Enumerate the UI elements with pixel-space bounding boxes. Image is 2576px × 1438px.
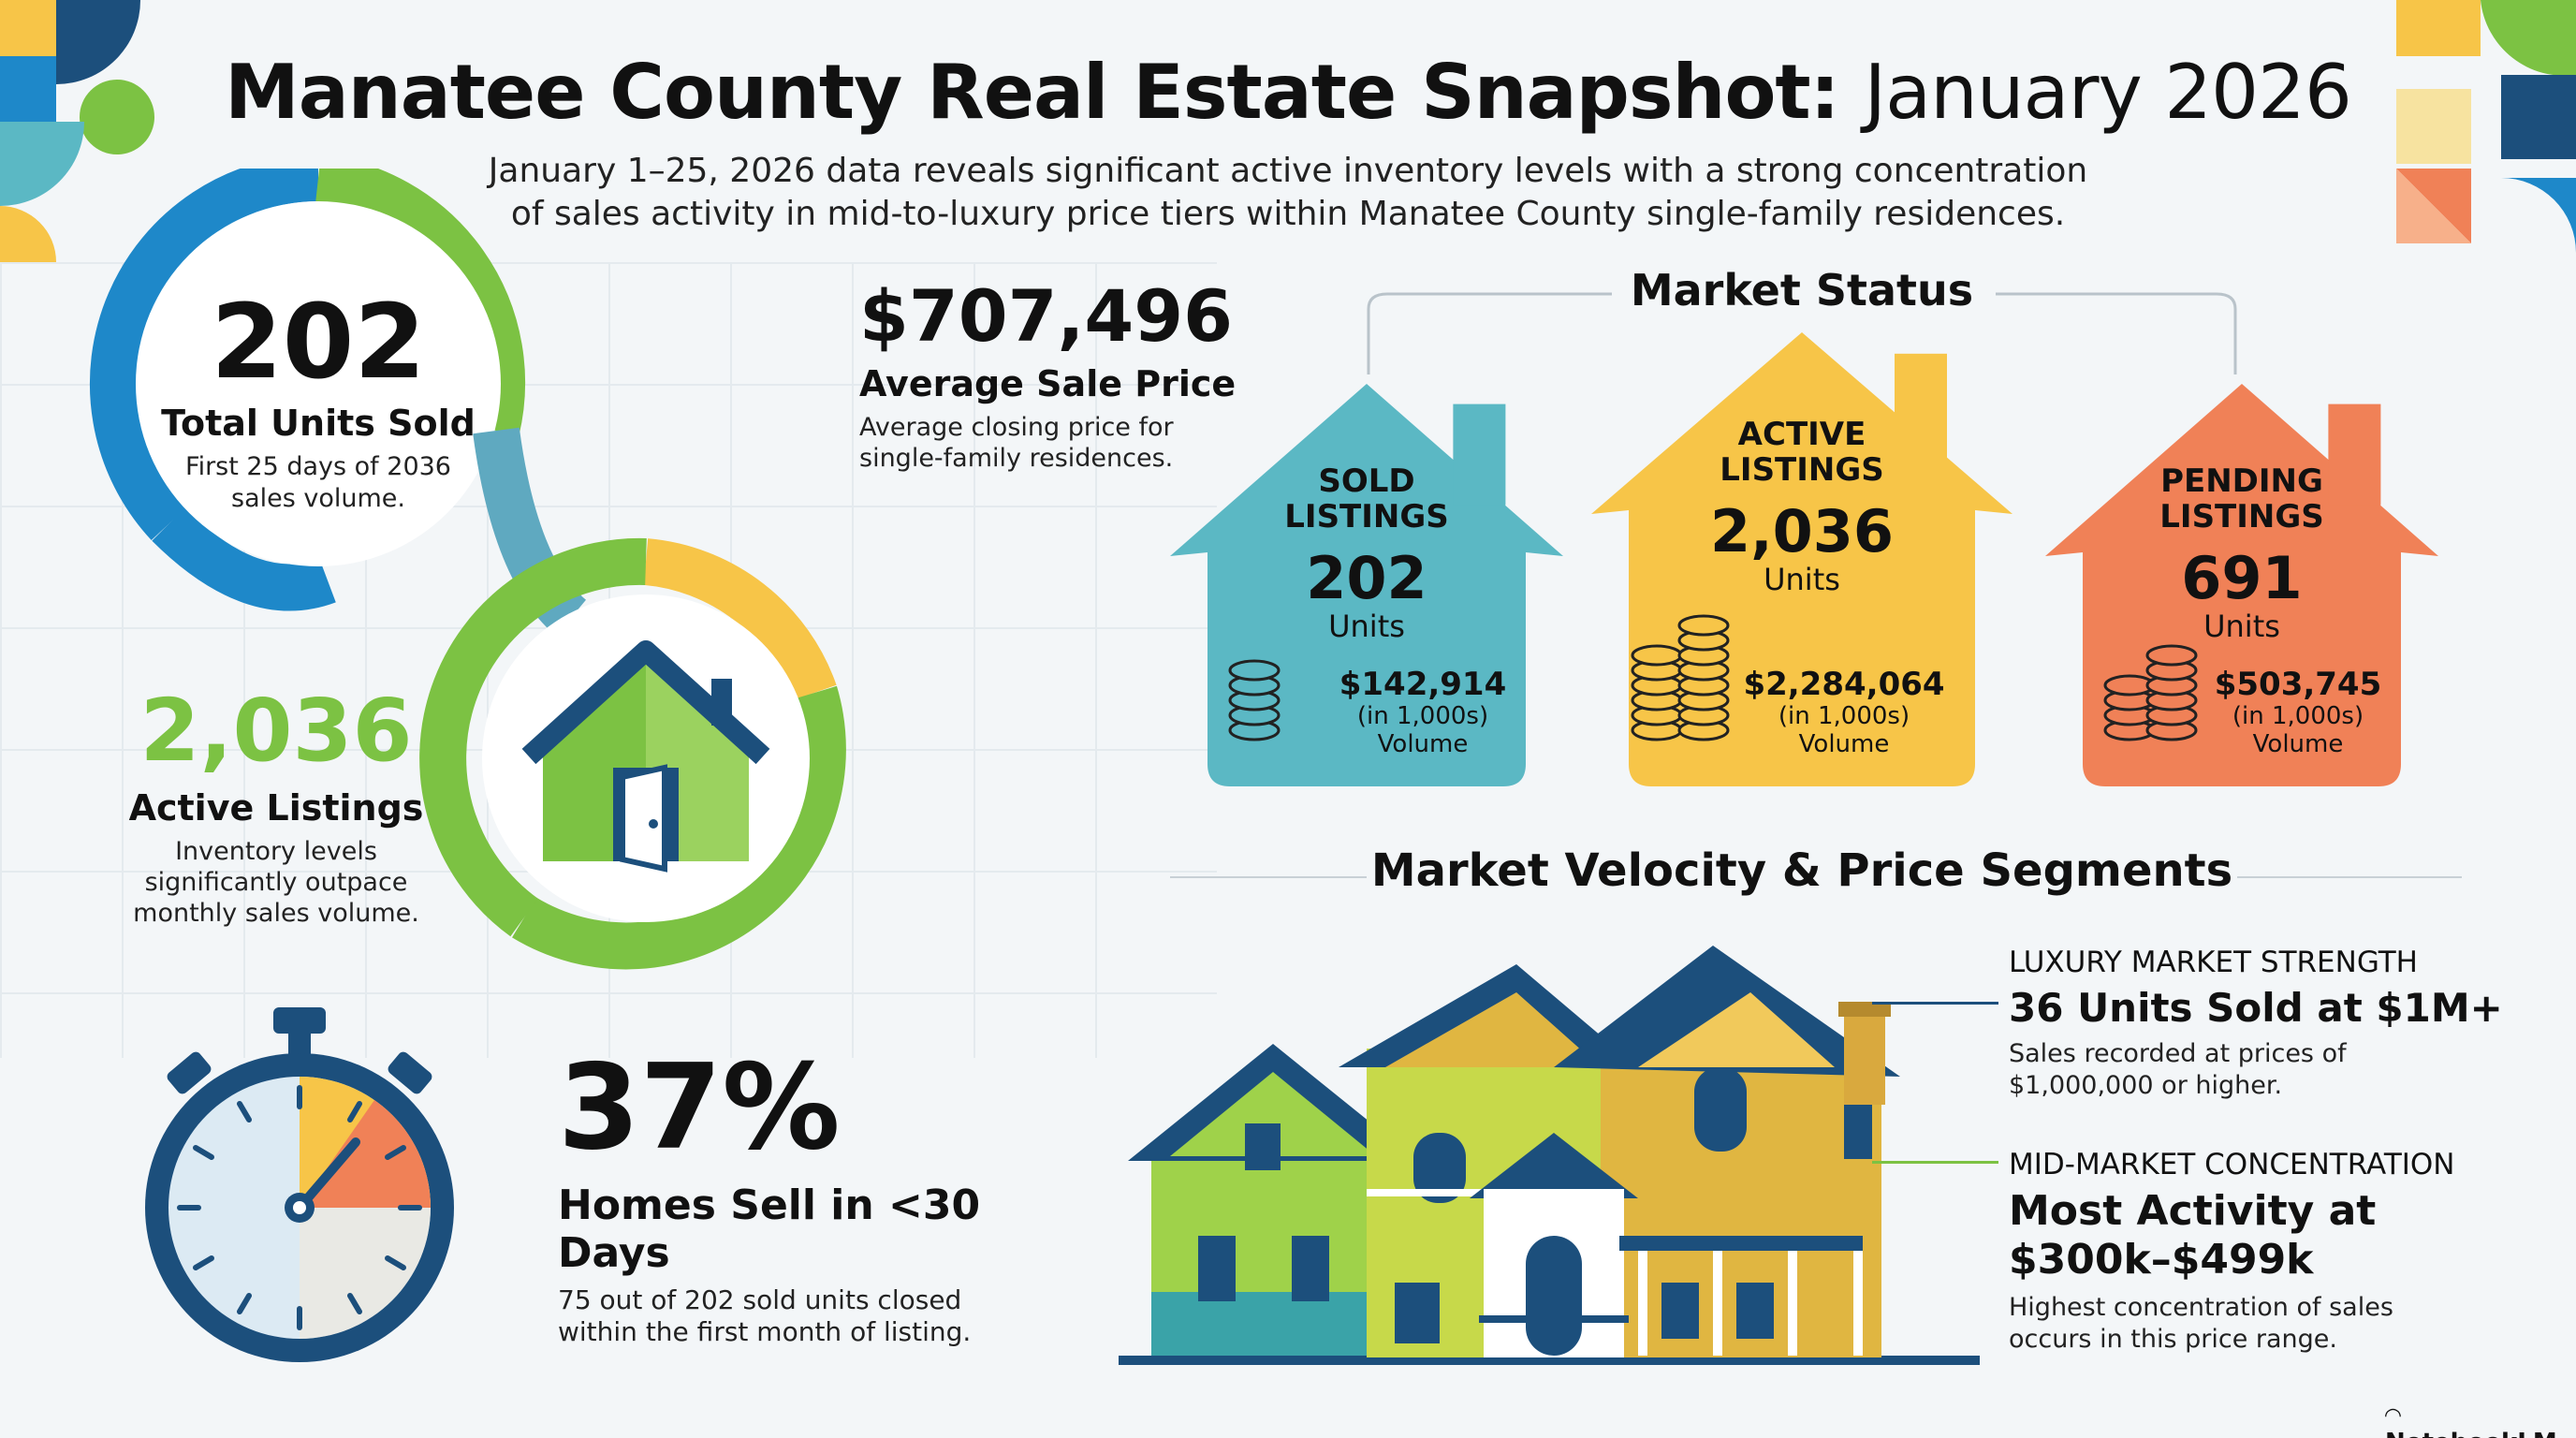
house-volume-value: $142,914 — [1339, 666, 1507, 703]
stopwatch-icon — [145, 1007, 454, 1362]
house-volume-label: Volume — [2252, 730, 2344, 758]
title-bold: Manatee County Real Estate Snapshot: — [225, 49, 1840, 136]
house-unit: Units — [1328, 609, 1405, 644]
callout-line-mid — [1872, 1161, 1998, 1164]
velocity-line-left — [1170, 876, 1367, 878]
notebooklm-label: NotebookLM — [2385, 1429, 2557, 1438]
title-light: January 2026 — [1864, 49, 2352, 136]
house-value: 691 — [2181, 544, 2303, 612]
house-title-line-1: ACTIVE — [1737, 416, 1866, 453]
total-sold-desc: First 25 days of 2036 sales volume. — [140, 451, 496, 515]
avg-price-desc-line-1: Average closing price for — [859, 413, 1174, 442]
house-value: 2,036 — [1709, 497, 1895, 565]
house-title-line-2: LISTINGS — [1284, 498, 1449, 536]
avg-price-desc-line-2: single-family residences. — [859, 444, 1174, 473]
subtitle-line-1: January 1–25, 2026 data reveals signific… — [488, 152, 2088, 190]
speed-value: 37% — [558, 1038, 841, 1176]
active-desc-line-1: Inventory levels — [175, 837, 377, 866]
total-sold-value: 202 — [211, 282, 426, 402]
house-value: 202 — [1306, 544, 1427, 612]
house-title-line-1: SOLD — [1318, 462, 1415, 500]
house-title-line-2: LISTINGS — [1720, 451, 1884, 489]
house-title-line-1: PENDING — [2160, 462, 2323, 500]
house-icon — [521, 640, 770, 873]
house-shape — [2045, 384, 2438, 786]
notebooklm-icon: ◠ — [2385, 1404, 2401, 1428]
mid-desc: Highest concentration of sales occurs in… — [2009, 1292, 2570, 1356]
house-volume: $142,914 (in 1,000s) Volume — [1320, 667, 1526, 758]
avg-price-block: $707,496 Average Sale Price Average clos… — [859, 281, 1309, 474]
house-card-1: ACTIVE LISTINGS 2,036 Units $2,284,064 (in 1,… — [1591, 332, 2012, 786]
avg-price-desc: Average closing price for single-family … — [859, 412, 1309, 474]
active-desc-line-3: monthly sales volume. — [133, 899, 419, 928]
luxury-desc-line-1: Sales recorded at prices of — [2009, 1039, 2347, 1068]
subtitle-line-2: of sales activity in mid-to-luxury price… — [510, 195, 2066, 233]
luxury-kicker: LUXURY MARKET STRENGTH — [2009, 946, 2418, 979]
house-volume-label: Volume — [1798, 730, 1890, 758]
total-sold-block: 202 Total Units Sold First 25 days of 20… — [140, 290, 496, 515]
house-illustration — [1119, 946, 1980, 1365]
house-text: SOLD LISTINGS 202 Units — [1170, 463, 1563, 643]
avg-price-value: $707,496 — [859, 274, 1234, 358]
page-title: Manatee County Real Estate Snapshot: Jan… — [0, 49, 2576, 136]
speed-label: Homes Sell in <30 Days — [558, 1181, 981, 1277]
luxury-headline: 36 Units Sold at $1M+ — [2009, 985, 2503, 1031]
house-volume-value: $2,284,064 — [1743, 666, 1945, 703]
house-unit: Units — [2203, 609, 2280, 644]
house-volume-note: (in 1,000s) — [2232, 702, 2364, 730]
luxury-desc: Sales recorded at prices of $1,000,000 o… — [2009, 1038, 2570, 1102]
active-listings-block: 2,036 Active Listings Inventory levels s… — [103, 688, 449, 929]
mid-kicker: MID-MARKET CONCENTRATION — [2009, 1148, 2455, 1181]
house-volume: $503,745 (in 1,000s) Volume — [2195, 667, 2401, 758]
house-volume-note: (in 1,000s) — [1356, 702, 1489, 730]
house-card-0: SOLD LISTINGS 202 Units $142,914 (in 1,000s) V… — [1170, 384, 1563, 786]
speed-desc: 75 out of 202 sold units closed within t… — [558, 1284, 1082, 1348]
market-status-heading: Market Status — [1630, 265, 1974, 315]
house-unit: Units — [1764, 562, 1840, 597]
house-shape — [1170, 384, 1563, 786]
mid-desc-line-2: occurs in this price range. — [2009, 1325, 2337, 1354]
speed-desc-line-1: 75 out of 202 sold units closed — [558, 1284, 962, 1315]
total-sold-desc-line-2: sales volume. — [231, 484, 405, 513]
house-text: ACTIVE LISTINGS 2,036 Units — [1591, 417, 2012, 596]
mid-headline-line-2: $300k–$499k — [2009, 1236, 2314, 1284]
active-listings-value: 2,036 — [139, 681, 413, 781]
mid-headline: Most Activity at $300k–$499k — [2009, 1187, 2570, 1284]
velocity-line-right — [2237, 876, 2462, 878]
house-text: PENDING LISTINGS 691 Units — [2045, 463, 2438, 643]
house-card-2: PENDING LISTINGS 691 Units $503,745 (in 1,000… — [2045, 384, 2438, 786]
house-volume-note: (in 1,000s) — [1778, 702, 1910, 730]
corner-decoration-left — [0, 0, 154, 262]
house-volume-label: Volume — [1377, 730, 1469, 758]
rings-graphic — [89, 169, 846, 970]
house-volume-value: $503,745 — [2214, 666, 2382, 703]
active-listings-label: Active Listings — [128, 787, 424, 829]
velocity-heading: Market Velocity & Price Segments — [1370, 844, 2233, 897]
active-listings-desc: Inventory levels significantly outpace m… — [103, 836, 449, 929]
avg-price-label: Average Sale Price — [859, 363, 1237, 404]
mid-market-callout: MID-MARKET CONCENTRATION Most Activity a… — [2009, 1148, 2570, 1356]
house-shape — [1591, 332, 2012, 786]
house-title-line-2: LISTINGS — [2159, 498, 2324, 536]
house-volume: $2,284,064 (in 1,000s) Volume — [1732, 667, 1956, 758]
speed-desc-line-2: within the first month of listing. — [558, 1316, 972, 1347]
coins-icon — [1228, 659, 1281, 741]
market-status-bracket — [1367, 292, 2237, 374]
notebooklm-brand: ◠ NotebookLM — [2385, 1401, 2576, 1438]
coins-icon — [2103, 644, 2198, 741]
page-subtitle: January 1–25, 2026 data reveals signific… — [281, 150, 2295, 236]
active-desc-line-2: significantly outpace — [144, 868, 408, 897]
mid-headline-line-1: Most Activity at — [2009, 1187, 2377, 1235]
total-sold-label: Total Units Sold — [161, 403, 476, 444]
luxury-callout: LUXURY MARKET STRENGTH 36 Units Sold at … — [2009, 946, 2570, 1102]
total-sold-desc-line-1: First 25 days of 2036 — [185, 452, 451, 481]
corner-decoration-right — [2396, 0, 2576, 253]
callout-line-luxury — [1872, 1002, 1998, 1005]
mid-desc-line-1: Highest concentration of sales — [2009, 1293, 2393, 1322]
speed-block: 37% Homes Sell in <30 Days 75 out of 202… — [558, 1049, 1082, 1348]
coins-icon — [1631, 614, 1730, 741]
luxury-desc-line-2: $1,000,000 or higher. — [2009, 1071, 2283, 1100]
